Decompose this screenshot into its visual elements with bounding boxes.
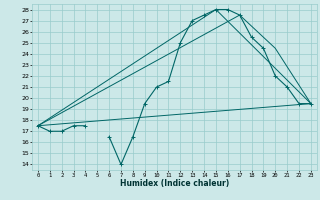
X-axis label: Humidex (Indice chaleur): Humidex (Indice chaleur): [120, 179, 229, 188]
